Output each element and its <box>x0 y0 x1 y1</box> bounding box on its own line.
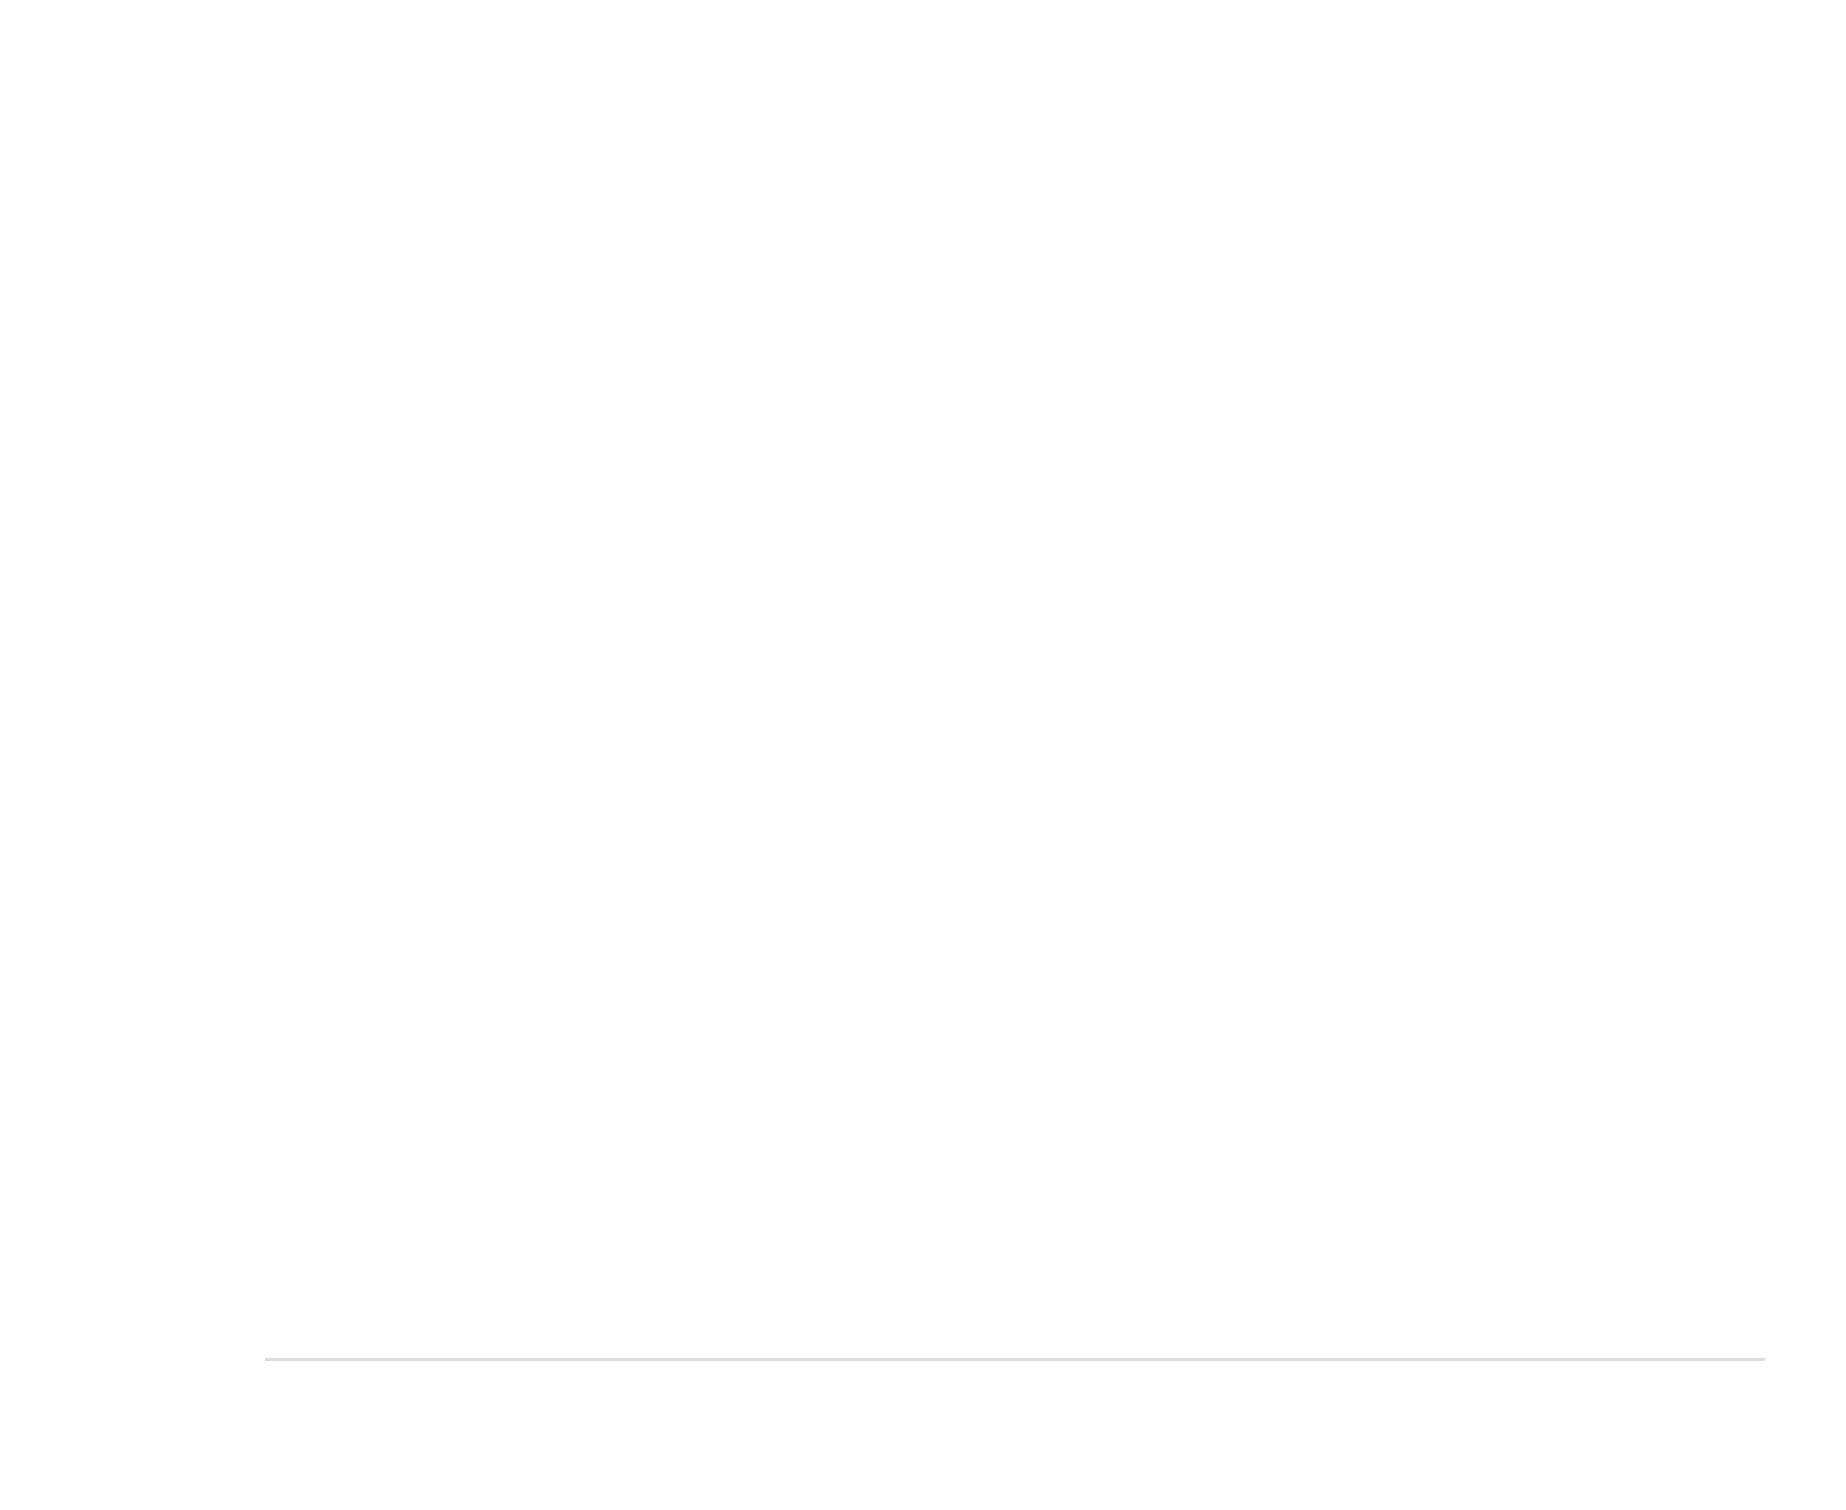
footer-divider <box>265 1358 1765 1361</box>
footer-area <box>265 1361 1765 1510</box>
main-content-area <box>265 0 1765 1358</box>
